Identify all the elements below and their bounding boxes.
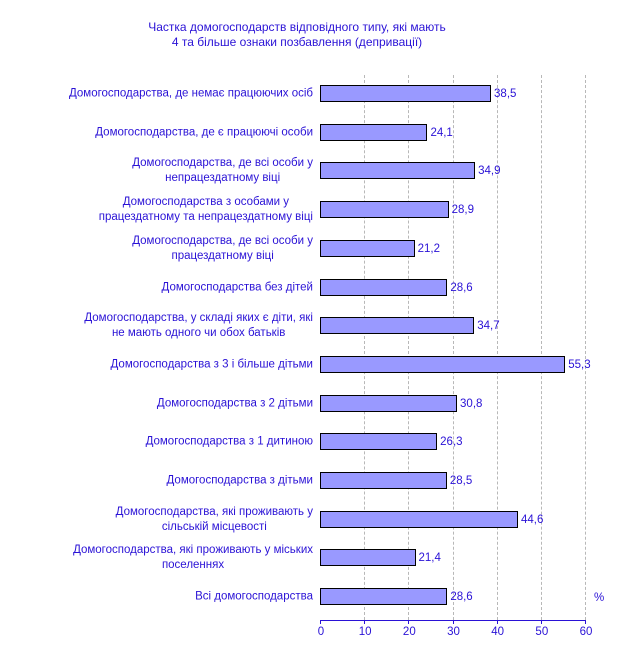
category-label: Домогосподарства з 3 і більше дітьми [111,357,314,372]
x-tick [452,620,454,624]
category-label-line: поселеннях [161,559,225,572]
category-label: Домогосподарства без дітей [162,280,313,295]
category-label-line: Всі домогосподарства [195,590,313,603]
data-label: 26,3 [440,436,463,449]
x-axis-unit: % [594,592,605,604]
category-label-line: Домогосподарства, які проживають у [115,505,313,518]
category-label: Домогосподарства, де всі особи у непрацез… [132,156,313,186]
category-label-line: Домогосподарства, у складі яких є діти, … [84,312,313,325]
gridline [364,75,366,620]
data-label: 28,6 [450,591,473,604]
category-label-line: працездатному та непрацездатному віці [98,211,313,224]
gridline [540,75,542,620]
data-label: 24,1 [430,126,453,139]
bar [320,394,458,412]
gridline [585,75,586,620]
category-label-line: Домогосподарства з 1 дитиною [145,435,313,448]
x-tick-label: 10 [358,626,372,638]
bar [320,123,428,141]
data-label: 28,9 [451,204,475,217]
category-label-line: Домогосподарства, які проживають у міськ… [73,544,313,557]
category-label: Домогосподарства з особами у працездатном… [99,195,313,225]
x-tick [408,620,410,624]
bar [320,162,476,180]
chart-title-line-2: 4 та більше ознаки позбавлення (депривац… [171,35,423,49]
category-label: Домогосподарства, де всі особи у працезда… [132,234,313,264]
data-label: 21,2 [417,242,441,255]
bar [320,549,416,567]
x-tick-label: 40 [491,626,505,638]
data-label: 44,6 [520,513,544,526]
x-tick [364,620,366,624]
bar [320,472,447,489]
bar [320,239,415,257]
category-label-line: працездатному віці [171,249,274,262]
bar [320,588,448,606]
x-tick [585,620,586,624]
category-label: Всі домогосподарства [195,590,313,605]
gridline [496,75,498,620]
category-label: Домогосподарства з 2 дітьми [157,396,313,411]
category-label-line: сільській місцевості [161,520,267,533]
x-tick-label: 20 [402,626,416,638]
category-label-line: Домогосподарства, де всі особи у [132,157,313,170]
category-label: Домогосподарства, які проживають у міськ… [73,543,313,573]
category-label: Домогосподарства, у складі яких є діти, … [84,311,313,341]
bar [320,85,492,102]
data-label: 38,5 [494,88,517,100]
data-label: 30,8 [460,397,483,410]
category-label-line: Домогосподарства з 3 і більше дітьми [110,358,314,371]
gridline [452,75,454,620]
gridline [408,75,410,620]
category-label-line: Домогосподарства з особами у [122,196,290,209]
x-tick [540,620,542,624]
category-label: Домогосподарства, де немає працюючих осі… [69,87,313,102]
x-tick [320,620,321,624]
x-tick-label: 50 [535,626,549,638]
data-label: 34,9 [478,165,501,178]
category-label-line: Домогосподарства, де немає працюючих осі… [68,87,313,100]
category-label: Домогосподарства, де є працюючі особи [95,125,313,140]
data-label: 21,4 [418,552,441,565]
x-axis [320,620,586,621]
category-label-line: не мають одного чи обох батьків [111,327,286,340]
bar [320,510,518,528]
bar [320,278,448,296]
category-label: Домогосподарства з дітьми [167,474,314,489]
data-label: 55,3 [568,358,591,371]
category-label: Домогосподарства з 1 дитиною [146,435,313,450]
category-label-line: непрацездатному віці [165,172,281,185]
category-label-line: Домогосподарства, де всі особи у [132,234,313,247]
category-label: Домогосподарства, які проживають у сільсь… [116,505,313,535]
bar [320,317,475,335]
bar [320,355,566,373]
bar [320,433,438,451]
category-label-line: Домогосподарства, де є працюючі особи [95,126,313,139]
x-tick [496,620,498,624]
category-label-line: Домогосподарства без дітей [161,281,313,293]
chart-title-line-1: Частка домогосподарств відповідного типу… [148,20,446,34]
x-tick-label: 60 [579,626,593,638]
data-label: 34,7 [477,320,500,333]
bar [320,201,449,219]
data-label: 28,6 [450,281,473,294]
category-label-line: Домогосподарства з дітьми [166,474,314,487]
data-label: 28,5 [449,475,473,487]
chart-title: Частка домогосподарств відповідного типу… [0,20,594,50]
category-label-line: Домогосподарства з 2 дітьми [156,397,313,410]
x-tick-label: 0 [317,626,325,638]
x-tick-label: 30 [447,626,460,638]
